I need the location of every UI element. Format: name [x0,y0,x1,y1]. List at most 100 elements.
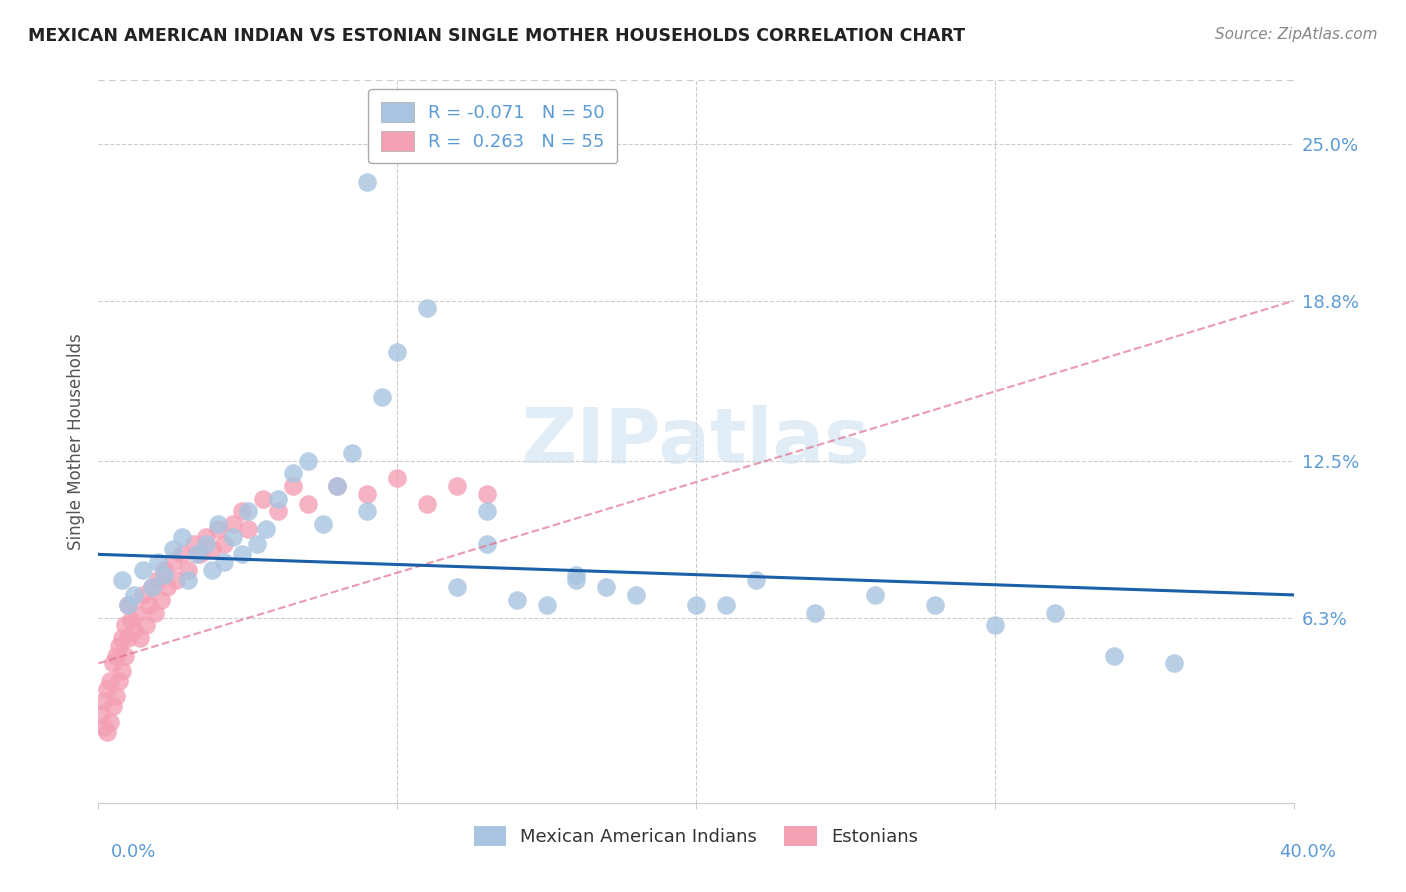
Point [1043,606,1066,620]
Point [446,479,468,493]
Point [127,606,149,620]
Point [141,580,163,594]
Point [114,618,136,632]
Point [111,664,134,678]
Text: 40.0%: 40.0% [1279,843,1336,861]
Point [254,522,277,536]
Point [267,491,290,506]
Text: 0.0%: 0.0% [111,843,156,861]
Point [207,516,229,531]
Point [177,563,200,577]
Point [153,567,176,582]
Point [141,580,163,594]
Point [105,648,128,663]
Point [195,537,218,551]
Point [536,598,558,612]
Point [96,681,118,696]
Point [685,598,707,612]
Point [90,707,112,722]
Point [98,674,122,689]
Point [124,624,146,638]
Point [416,497,439,511]
Point [385,344,409,359]
Point [132,563,155,577]
Point [207,522,229,536]
Text: MEXICAN AMERICAN INDIAN VS ESTONIAN SINGLE MOTHER HOUSEHOLDS CORRELATION CHART: MEXICAN AMERICAN INDIAN VS ESTONIAN SING… [28,27,966,45]
Y-axis label: Single Mother Households: Single Mother Households [66,334,84,549]
Point [356,504,378,518]
Point [236,504,259,518]
Point [231,504,253,518]
Point [236,522,259,536]
Point [120,613,142,627]
Point [342,446,364,460]
Point [446,580,468,594]
Point [506,593,529,607]
Point [105,690,128,704]
Point [108,639,131,653]
Point [162,542,184,557]
Point [117,631,139,645]
Point [183,537,205,551]
Point [153,563,176,577]
Point [201,563,224,577]
Point [111,631,134,645]
Point [103,657,125,671]
Point [222,530,245,544]
Point [297,497,319,511]
Point [135,618,157,632]
Point [165,573,187,587]
Text: ZIPatlas: ZIPatlas [522,405,870,478]
Point [103,699,125,714]
Point [326,479,349,493]
Point [252,491,274,506]
Point [156,580,179,594]
Point [201,542,224,557]
Point [281,479,304,493]
Point [865,588,887,602]
Point [186,547,208,561]
Point [195,530,218,544]
Point [281,467,304,481]
Point [1163,657,1185,671]
Point [246,537,269,551]
Point [138,598,160,612]
Point [162,555,184,569]
Point [129,631,152,645]
Point [475,504,498,518]
Point [714,598,737,612]
Point [93,694,115,708]
Point [132,588,155,602]
Point [804,606,827,620]
Point [475,486,498,500]
Point [565,567,588,582]
Point [626,588,648,602]
Point [565,573,588,587]
Point [150,593,173,607]
Point [108,674,131,689]
Point [148,573,170,587]
Legend: Mexican American Indians, Estonians: Mexican American Indians, Estonians [461,814,931,859]
Point [124,588,146,602]
Point [267,504,290,518]
Point [416,301,439,316]
Point [96,724,118,739]
Point [117,598,139,612]
Point [475,537,498,551]
Point [93,720,115,734]
Point [117,598,139,612]
Point [984,618,1007,632]
Point [297,453,319,467]
Point [356,486,378,500]
Point [172,530,194,544]
Point [745,573,768,587]
Point [231,547,253,561]
Point [222,516,245,531]
Point [111,573,134,587]
Point [385,471,409,485]
Point [114,648,136,663]
Point [148,555,170,569]
Point [188,547,211,561]
Point [595,580,617,594]
Point [356,175,378,189]
